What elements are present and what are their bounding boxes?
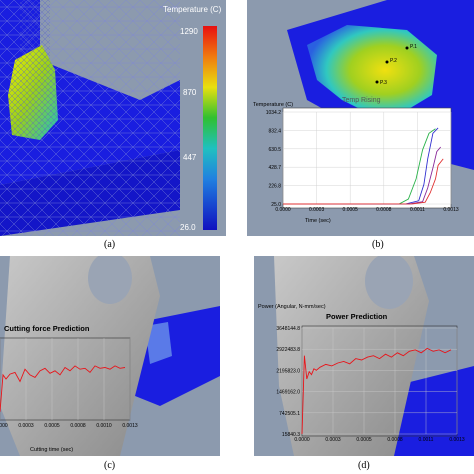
x-tick-label: 0.0000 [0, 423, 8, 429]
chart-d-title: Power Prediction [326, 312, 388, 321]
cutting-tool [0, 256, 160, 456]
caption-c: (c) [104, 460, 116, 471]
panel-a-simulation: Temperature (C) 1290 870 447 26.0 [0, 0, 226, 236]
chart-c-title: Cutting force Prediction [4, 324, 90, 333]
x-tick-label: 0.0013 [122, 423, 138, 429]
chart-b-zoom-box [336, 119, 363, 137]
temp-rising-chart: Temp Rising Temperature (C) Time (sec) 1… [253, 97, 459, 224]
caption-d: (d) [358, 460, 370, 471]
point-label-3: P.3 [380, 80, 387, 86]
tool-hole [365, 256, 413, 309]
x-tick-label: 0.0008 [376, 207, 392, 213]
x-tick-label: 0.0008 [387, 437, 403, 443]
caption-a: (a) [104, 239, 116, 250]
panel-c-graphic: Cutting force Prediction Cutting time (s… [0, 256, 220, 456]
caption-b: (b) [372, 239, 384, 250]
y-tick-label: 15840.3 [282, 432, 300, 438]
chip-hot-zone [145, 322, 172, 364]
chart-b-frame [282, 107, 452, 209]
chart-b-title: Temp Rising [342, 97, 381, 104]
legend-tick-max: 1290 [180, 27, 198, 36]
series-line [301, 347, 452, 435]
x-tick-label: 0.0000 [275, 207, 291, 213]
legend-title: Temperature (C) [163, 5, 222, 14]
panel-d-simulation: Power Prediction Power (Angular, N-mm/se… [254, 256, 474, 456]
panel-d-graphic: Power Prediction Power (Angular, N-mm/se… [258, 256, 474, 456]
y-tick-label: 2195823.0 [276, 368, 300, 374]
y-tick-label: 1034.2 [266, 110, 282, 116]
x-tick-label: 0.0011 [410, 207, 425, 213]
y-tick-label: 832.4 [268, 128, 281, 134]
x-tick-label: 0.0003 [325, 437, 341, 443]
y-tick-label: 3648144.8 [276, 326, 300, 332]
legend-tick-mid: 447 [183, 153, 197, 162]
series-line [0, 365, 126, 412]
x-tick-label: 0.0003 [18, 423, 34, 429]
y-tick-label: 1469162.0 [276, 390, 300, 396]
panel-c-simulation: Cutting force Prediction Cutting time (s… [0, 256, 220, 456]
panel-a-graphic: Temperature (C) 1290 870 447 26.0 [0, 0, 222, 236]
temperature-colorbar [203, 26, 217, 230]
x-tick-label: 0.0005 [343, 207, 359, 213]
y-tick-label: 742505.1 [279, 411, 300, 417]
series-line [282, 158, 444, 205]
x-tick-label: 0.0000 [294, 437, 310, 443]
chart-b-xlabel: Time (sec) [305, 218, 331, 224]
x-tick-label: 0.0011 [419, 437, 434, 443]
point-label-2: P.2 [390, 58, 397, 64]
chart-b-ylabel: Temperature (C) [253, 102, 293, 108]
legend-tick-high: 870 [183, 88, 197, 97]
y-tick-label: 25.0 [271, 202, 281, 208]
x-tick-label: 0.0003 [309, 207, 325, 213]
y-tick-label: 630.5 [268, 147, 281, 153]
y-tick-label: 226.8 [268, 184, 281, 190]
legend-tick-min: 26.0 [180, 223, 196, 232]
x-tick-label: 0.0005 [356, 437, 372, 443]
chart-c-xlabel: Cutting time (sec) [30, 447, 73, 453]
tool-hole [88, 256, 132, 304]
x-tick-label: 0.0013 [449, 437, 465, 443]
x-tick-label: 0.0008 [70, 423, 86, 429]
hot-region [307, 25, 437, 115]
x-tick-label: 0.0013 [443, 207, 459, 213]
x-tick-label: 0.0005 [44, 423, 60, 429]
chart-d-ylabel: Power (Angular, N-mm/sec) [258, 304, 326, 310]
panel-b-simulation: P.1 P.2 P.3 Temp Rising Temperature (C) … [247, 0, 474, 236]
y-tick-label: 2922483.8 [276, 347, 300, 353]
x-tick-label: 0.0010 [96, 423, 112, 429]
y-tick-label: 428.7 [268, 165, 281, 171]
point-label-1: P.1 [410, 44, 417, 50]
panel-b-graphic: P.1 P.2 P.3 Temp Rising Temperature (C) … [253, 0, 474, 224]
